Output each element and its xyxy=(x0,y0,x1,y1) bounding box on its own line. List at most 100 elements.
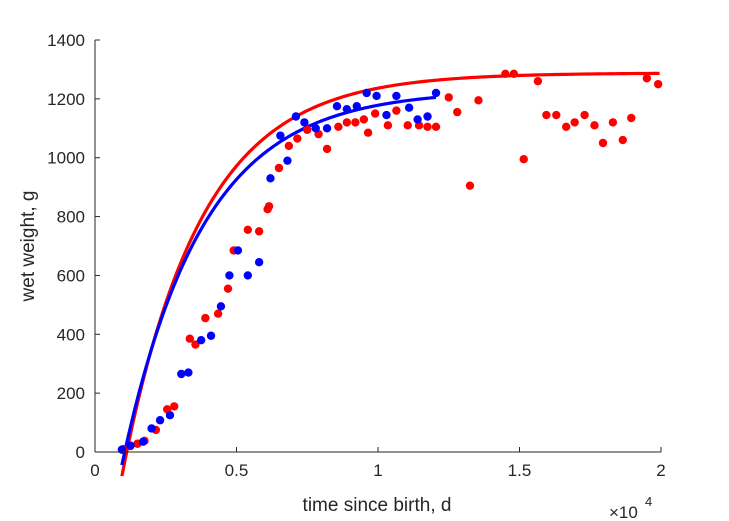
data-point xyxy=(266,174,275,183)
data-points xyxy=(117,69,663,454)
data-point xyxy=(362,88,371,98)
data-point xyxy=(370,109,380,118)
data-point xyxy=(322,124,332,133)
data-point xyxy=(291,112,301,121)
data-point xyxy=(580,110,589,120)
data-point xyxy=(372,91,381,101)
data-point xyxy=(311,124,320,133)
data-point xyxy=(155,416,165,425)
data-point xyxy=(196,335,206,345)
y-axis-label: wet weight, g xyxy=(18,191,39,303)
data-point xyxy=(223,284,233,293)
y-ticks: 0 200 400 600 800 1000 1200 1400 xyxy=(47,31,100,462)
data-point xyxy=(404,103,414,112)
data-point xyxy=(423,112,432,121)
data-point xyxy=(274,163,284,173)
data-point xyxy=(216,302,226,311)
data-point xyxy=(352,102,361,111)
data-point xyxy=(284,141,294,151)
data-point xyxy=(570,118,579,127)
x-tick-label: 1 xyxy=(373,461,382,480)
x-tick-label: 0 xyxy=(90,461,99,480)
y-tick-label: 600 xyxy=(57,266,85,285)
y-tick-label: 200 xyxy=(57,384,85,403)
data-point xyxy=(383,121,393,130)
data-point xyxy=(334,122,343,132)
data-point xyxy=(283,156,292,165)
data-point xyxy=(147,424,156,433)
y-tick-label: 800 xyxy=(57,208,85,227)
y-tick-label: 0 xyxy=(76,443,85,462)
data-point xyxy=(453,107,462,117)
data-point xyxy=(170,402,179,411)
data-point xyxy=(431,122,441,132)
data-point xyxy=(561,122,571,132)
data-point xyxy=(332,102,342,111)
data-point xyxy=(431,88,441,98)
data-point xyxy=(206,331,216,340)
data-point xyxy=(213,309,223,318)
data-point xyxy=(243,271,253,280)
data-point xyxy=(138,437,148,446)
data-point xyxy=(590,121,599,130)
data-point xyxy=(293,134,302,143)
data-point xyxy=(201,313,210,323)
data-point xyxy=(552,110,561,120)
y-tick-label: 1400 xyxy=(47,31,85,50)
fit-curves xyxy=(120,71,660,477)
x-ticks: 0 0.5 1 1.5 2 xyxy=(90,447,666,480)
data-point xyxy=(184,368,193,377)
data-point xyxy=(359,115,369,124)
data-point xyxy=(177,369,186,379)
data-point xyxy=(243,225,253,235)
data-point xyxy=(300,118,309,127)
x-axis-label: time since birth, d xyxy=(303,495,452,516)
data-point xyxy=(303,125,312,134)
data-point xyxy=(519,154,528,164)
data-point xyxy=(474,96,483,105)
data-point xyxy=(653,79,663,89)
data-point xyxy=(403,121,412,130)
x-axis-multiplier: ×10 xyxy=(609,503,638,521)
data-point xyxy=(185,334,195,343)
fit-curve xyxy=(120,95,437,466)
data-point xyxy=(618,135,627,145)
data-point xyxy=(542,110,551,120)
data-point xyxy=(264,202,274,211)
y-tick-label: 1200 xyxy=(47,90,85,109)
data-point xyxy=(254,227,264,236)
data-point xyxy=(191,340,200,349)
data-point xyxy=(225,271,234,280)
fit-curve xyxy=(120,71,660,477)
x-tick-label: 1.5 xyxy=(508,461,532,480)
data-point xyxy=(627,113,636,123)
data-point xyxy=(598,138,608,148)
data-point xyxy=(444,93,453,102)
x-axis-multiplier-exponent: 4 xyxy=(645,494,652,509)
data-point xyxy=(465,181,475,190)
y-tick-label: 1000 xyxy=(47,149,85,168)
data-point xyxy=(363,128,373,137)
data-point xyxy=(126,441,135,450)
data-point xyxy=(608,118,618,127)
data-point xyxy=(254,257,264,267)
data-point xyxy=(392,106,401,115)
data-point xyxy=(392,91,401,101)
data-point xyxy=(423,122,432,132)
data-point xyxy=(233,246,243,255)
data-point xyxy=(642,74,652,83)
y-tick-label: 400 xyxy=(57,325,85,344)
data-point xyxy=(351,118,360,127)
data-point xyxy=(342,118,352,127)
data-point xyxy=(342,104,352,114)
data-point xyxy=(382,110,391,120)
data-point xyxy=(501,69,510,79)
data-point xyxy=(117,445,127,454)
x-tick-label: 0.5 xyxy=(225,461,249,480)
data-point xyxy=(276,131,285,140)
data-point xyxy=(322,144,332,154)
x-tick-label: 2 xyxy=(656,461,665,480)
data-point xyxy=(165,411,175,420)
